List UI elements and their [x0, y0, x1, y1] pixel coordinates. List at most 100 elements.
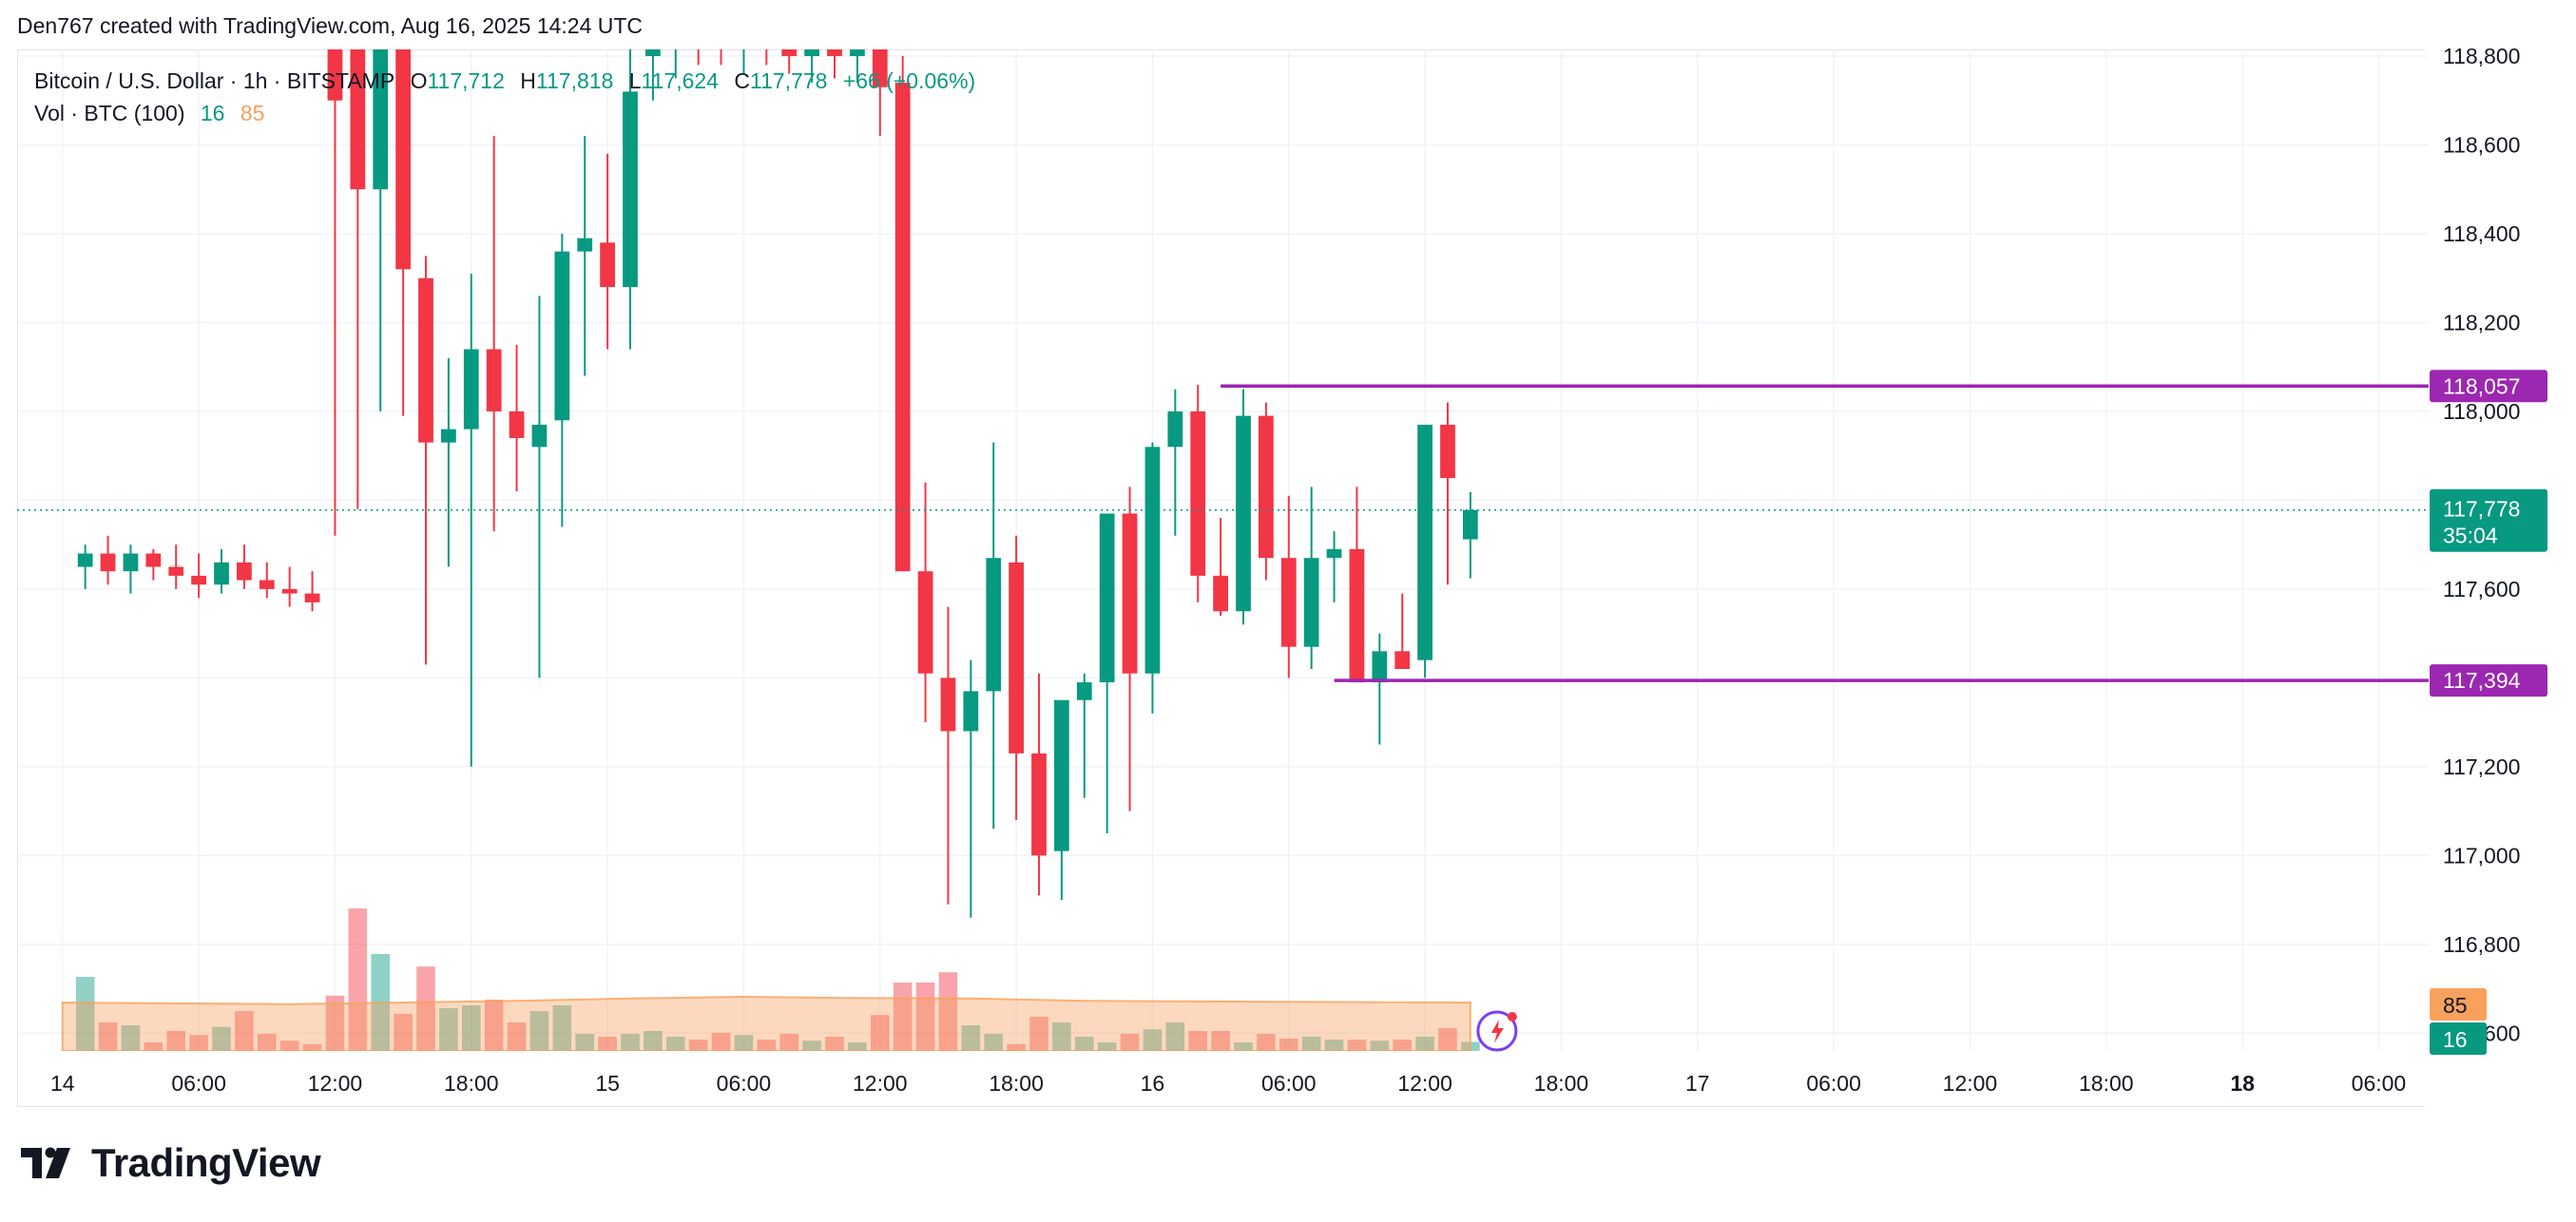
price-axis-label: 117,000	[2443, 843, 2520, 868]
volume-bar	[621, 1034, 640, 1051]
candle-body	[577, 238, 593, 252]
volume-bar	[461, 1005, 481, 1051]
volume-bar	[1052, 1022, 1071, 1051]
candle-body	[623, 91, 638, 288]
time-axis-label: 18:00	[444, 1071, 499, 1096]
volume-bar	[484, 1000, 504, 1051]
volume-bar	[1143, 1029, 1163, 1051]
high-label: H	[520, 68, 536, 93]
time-axis-label: 18:00	[2079, 1071, 2134, 1096]
candle-body	[463, 349, 479, 430]
time-axis-label: 12:00	[1397, 1071, 1452, 1096]
volume-bar	[1257, 1034, 1276, 1051]
volume-bar	[644, 1031, 663, 1051]
tradingview-logo[interactable]: TradingView	[21, 1140, 321, 1186]
price-chart[interactable]: 116,600116,800117,000117,200117,400117,6…	[0, 0, 2576, 1112]
time-axis-label: 18:00	[989, 1071, 1044, 1096]
volume-bar	[1278, 1038, 1298, 1051]
volume-bar	[257, 1034, 277, 1051]
volume-label: Vol · BTC (100)	[34, 101, 185, 125]
candle-body	[645, 49, 661, 57]
time-axis-label: 12:00	[853, 1071, 908, 1096]
candle-body	[168, 566, 184, 576]
candle-body	[123, 553, 139, 572]
volume-bar	[1007, 1043, 1026, 1051]
candle-body	[1144, 447, 1161, 674]
volume-bar	[529, 1011, 549, 1051]
volume-legend[interactable]: Vol · BTC (100) 16 85	[34, 101, 264, 126]
close-label: C	[734, 68, 750, 93]
volume-bar	[1074, 1037, 1094, 1051]
candle-body	[1213, 575, 1228, 612]
volume-bar	[1234, 1042, 1253, 1051]
open-label: O	[410, 68, 428, 93]
candle-body	[1303, 558, 1319, 647]
candle-body	[145, 553, 162, 567]
candle-body	[940, 678, 956, 732]
notification-dot	[1507, 1012, 1517, 1022]
volume-bar	[325, 995, 345, 1051]
candle-body	[759, 34, 774, 48]
volume-bar	[825, 1037, 844, 1051]
time-axis-label: 06:00	[717, 1071, 772, 1096]
volume-bar	[779, 1034, 799, 1051]
low-value: 117,624	[641, 68, 719, 93]
candle-body	[531, 424, 548, 448]
price-axis-label: 118,400	[2443, 221, 2520, 246]
volume-bar	[802, 1041, 821, 1051]
candle-body	[486, 349, 502, 411]
candle-body	[668, 29, 683, 48]
volume-bar	[1188, 1031, 1208, 1051]
chart-frame[interactable]	[17, 49, 2425, 1107]
volume-bar	[348, 908, 368, 1051]
price-axis-label: 117,600	[2443, 577, 2520, 601]
candle-body	[714, 34, 729, 43]
candle-body	[1440, 424, 1455, 479]
candle-body	[963, 691, 979, 732]
tradingview-logo-text: TradingView	[91, 1140, 321, 1185]
candle-body	[1349, 548, 1365, 683]
high-value: 117,818	[535, 68, 614, 93]
volume-bar	[75, 977, 95, 1051]
price-axis-label: 118,200	[2443, 310, 2520, 334]
candle-body	[373, 49, 389, 190]
volume-bar	[915, 983, 935, 1051]
time-axis-label: 12:00	[308, 1071, 363, 1096]
chart-credit: Den767 created with TradingView.com, Aug…	[17, 13, 644, 38]
candle-body	[1417, 424, 1432, 660]
volume-bar	[1120, 1034, 1140, 1051]
time-axis-label: 06:00	[171, 1071, 226, 1096]
level-price-tag-label: 117,394	[2443, 668, 2521, 693]
level-price-tag	[2430, 370, 2547, 403]
time-axis-label: 06:00	[1806, 1071, 1861, 1096]
candle-body	[395, 49, 411, 270]
candle-body	[441, 429, 456, 443]
volume-bar	[688, 1040, 708, 1051]
candle-body	[737, 34, 752, 43]
candle-body	[1280, 558, 1297, 647]
volume-ma-value: 85	[240, 101, 265, 125]
candle-body	[1259, 415, 1274, 559]
volume-bar	[984, 1034, 1004, 1051]
volume-bar	[279, 1041, 299, 1051]
candle-body	[1326, 548, 1342, 559]
candle-body	[1394, 651, 1411, 670]
volume-ma-tag-label: 85	[2443, 993, 2468, 1018]
volume-bar	[598, 1037, 617, 1051]
volume-bar	[189, 1035, 208, 1051]
ohlc-legend[interactable]: Bitcoin / U.S. Dollar · 1h · BITSTAMP O 1…	[34, 68, 975, 94]
symbol-label: Bitcoin / U.S. Dollar · 1h · BITSTAMP	[34, 68, 395, 93]
volume-bar	[1165, 1022, 1185, 1051]
candle-body	[304, 593, 320, 602]
candle-body	[509, 411, 525, 438]
volume-bar	[665, 1037, 685, 1051]
level-price-tag-label: 118,057	[2443, 373, 2520, 398]
price-axis-label: 118,000	[2443, 399, 2520, 424]
volume-bar	[1438, 1028, 1457, 1051]
candle-body	[191, 575, 206, 585]
time-axis-label: 14	[50, 1071, 75, 1096]
volume-bar	[1370, 1041, 1390, 1051]
candle-body	[1190, 411, 1206, 576]
volume-tag	[2430, 1022, 2487, 1055]
volume-bar	[121, 1025, 141, 1051]
